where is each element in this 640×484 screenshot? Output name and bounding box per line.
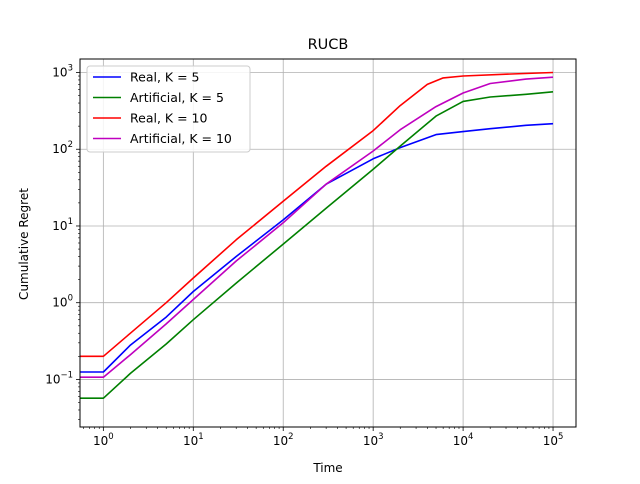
y-tick-label: 101 bbox=[52, 217, 73, 233]
y-axis-label: Cumulative Regret bbox=[17, 188, 31, 300]
x-tick-label: 101 bbox=[183, 432, 204, 448]
chart-title: RUCB bbox=[308, 37, 349, 53]
y-tick-label: 100 bbox=[52, 294, 73, 310]
x-axis-label: Time bbox=[312, 461, 342, 475]
x-tick-label: 104 bbox=[453, 432, 474, 448]
legend-label: Artificial, K = 5 bbox=[130, 90, 224, 105]
x-tick-label: 103 bbox=[363, 432, 384, 448]
legend-label: Real, K = 10 bbox=[130, 111, 207, 126]
legend-label: Artificial, K = 10 bbox=[130, 131, 232, 146]
series-line-2 bbox=[80, 71, 554, 358]
y-tick-label: 102 bbox=[52, 140, 73, 156]
legend: Real, K = 5 Artificial, K = 5 Real, K = 10… bbox=[86, 65, 251, 153]
series-lines bbox=[80, 71, 554, 400]
series-line-1 bbox=[80, 91, 554, 400]
legend-box bbox=[86, 65, 251, 153]
x-tick-label: 102 bbox=[273, 432, 294, 448]
y-tick-label: 10−1 bbox=[45, 370, 73, 386]
x-tick-label: 105 bbox=[543, 432, 564, 448]
y-tick-label: 103 bbox=[52, 64, 73, 80]
axis-ticks: 100 101 102 103 104 105 10−1 100 101 102 103 bbox=[45, 64, 563, 448]
x-tick-label: 100 bbox=[93, 432, 114, 448]
legend-label: Real, K = 5 bbox=[130, 70, 199, 85]
grid-lines bbox=[80, 59, 576, 427]
series-line-3 bbox=[80, 76, 554, 379]
